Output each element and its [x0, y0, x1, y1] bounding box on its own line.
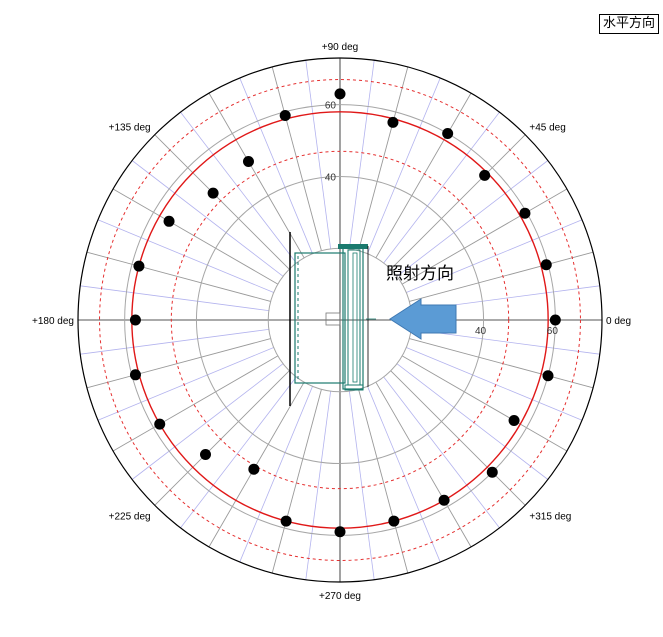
major-spoke	[208, 92, 305, 259]
major-spoke	[358, 389, 409, 574]
data-point	[388, 515, 400, 527]
radial-tick-label: 40	[475, 326, 487, 337]
minor-spoke	[383, 376, 500, 529]
irradiation-direction-label: 照射方向	[386, 264, 454, 284]
minor-spoke	[180, 376, 297, 529]
minor-spoke	[396, 160, 549, 277]
data-point	[163, 215, 175, 227]
angle-label: +90 deg	[322, 42, 358, 53]
major-spoke	[375, 381, 472, 548]
angle-label: +315 deg	[529, 511, 571, 522]
minor-spoke	[97, 347, 274, 421]
minor-spoke	[367, 77, 441, 254]
data-point	[279, 109, 291, 121]
chart-title: 水平方向	[598, 14, 659, 34]
data-point	[442, 128, 454, 140]
data-point	[387, 116, 399, 128]
tick-label-layer: 40 40 60 60	[325, 101, 558, 337]
data-point	[549, 314, 561, 326]
major-spoke	[86, 251, 271, 302]
radial-tick-label: 40	[325, 172, 337, 183]
outer-circle	[77, 57, 603, 583]
minor-spoke	[305, 60, 332, 249]
minor-spoke	[239, 386, 313, 563]
data-point	[154, 418, 166, 430]
minor-spoke	[406, 347, 583, 421]
minor-spoke	[383, 111, 500, 264]
minor-spoke	[80, 285, 269, 312]
major-spoke	[112, 355, 279, 452]
major-spoke	[390, 134, 526, 270]
angle-label: +135 deg	[109, 123, 151, 134]
major-spoke	[401, 188, 568, 285]
angle-label-layer: 0 deg +45 deg +90 deg +135 deg +180 deg +225 …	[32, 42, 631, 602]
minor-spoke	[131, 363, 284, 480]
minor-spoke	[396, 363, 549, 480]
angle-label: +270 deg	[319, 591, 361, 602]
major-spoke	[375, 92, 472, 259]
data-point	[248, 463, 260, 475]
data-point	[438, 494, 450, 506]
data-point	[133, 260, 145, 272]
radial-tick-label: 60	[547, 326, 559, 337]
radial-tick-label: 60	[325, 101, 337, 112]
device-diagram	[289, 232, 376, 406]
angle-label: 0 deg	[606, 316, 631, 327]
data-point	[479, 169, 491, 181]
data-point	[129, 314, 141, 326]
angle-label: +45 deg	[529, 123, 565, 134]
minor-spoke	[131, 160, 284, 277]
major-spoke	[112, 188, 279, 285]
data-point	[334, 526, 346, 538]
minor-spoke	[80, 328, 269, 355]
major-spoke	[409, 251, 594, 302]
data-point	[280, 515, 292, 527]
major-spoke	[154, 134, 290, 270]
minor-spoke	[411, 328, 600, 355]
minor-spoke	[97, 219, 274, 293]
minor-spoke	[348, 391, 375, 580]
data-point	[334, 88, 346, 100]
major-spoke	[154, 370, 290, 506]
irradiation-arrow	[389, 298, 457, 340]
tolerance-circle	[170, 150, 510, 490]
data-point	[542, 370, 554, 382]
minor-spoke	[367, 386, 441, 563]
data-point	[199, 449, 211, 461]
major-spoke	[390, 370, 526, 506]
data-point	[540, 259, 552, 271]
data-point	[129, 369, 141, 381]
angle-label: +180 deg	[32, 316, 74, 327]
angle-label: +225 deg	[109, 511, 151, 522]
minor-spoke	[180, 111, 297, 264]
tolerance-circle	[99, 79, 581, 561]
major-spoke	[358, 66, 409, 251]
minor-spoke	[348, 60, 375, 249]
major-spoke	[86, 338, 271, 389]
minor-spoke	[406, 219, 583, 293]
minor-spoke	[239, 77, 313, 254]
data-point	[486, 466, 498, 478]
major-spoke	[409, 338, 594, 389]
data-point	[508, 414, 520, 426]
major-spoke	[271, 66, 322, 251]
major-spoke	[271, 389, 322, 574]
data-point	[207, 187, 219, 199]
major-spoke	[401, 355, 568, 452]
minor-spoke	[305, 391, 332, 580]
data-point-layer	[129, 88, 561, 538]
data-point	[242, 155, 254, 167]
grid-circle	[195, 175, 485, 465]
grid-layer	[77, 57, 603, 583]
data-point	[519, 207, 531, 219]
